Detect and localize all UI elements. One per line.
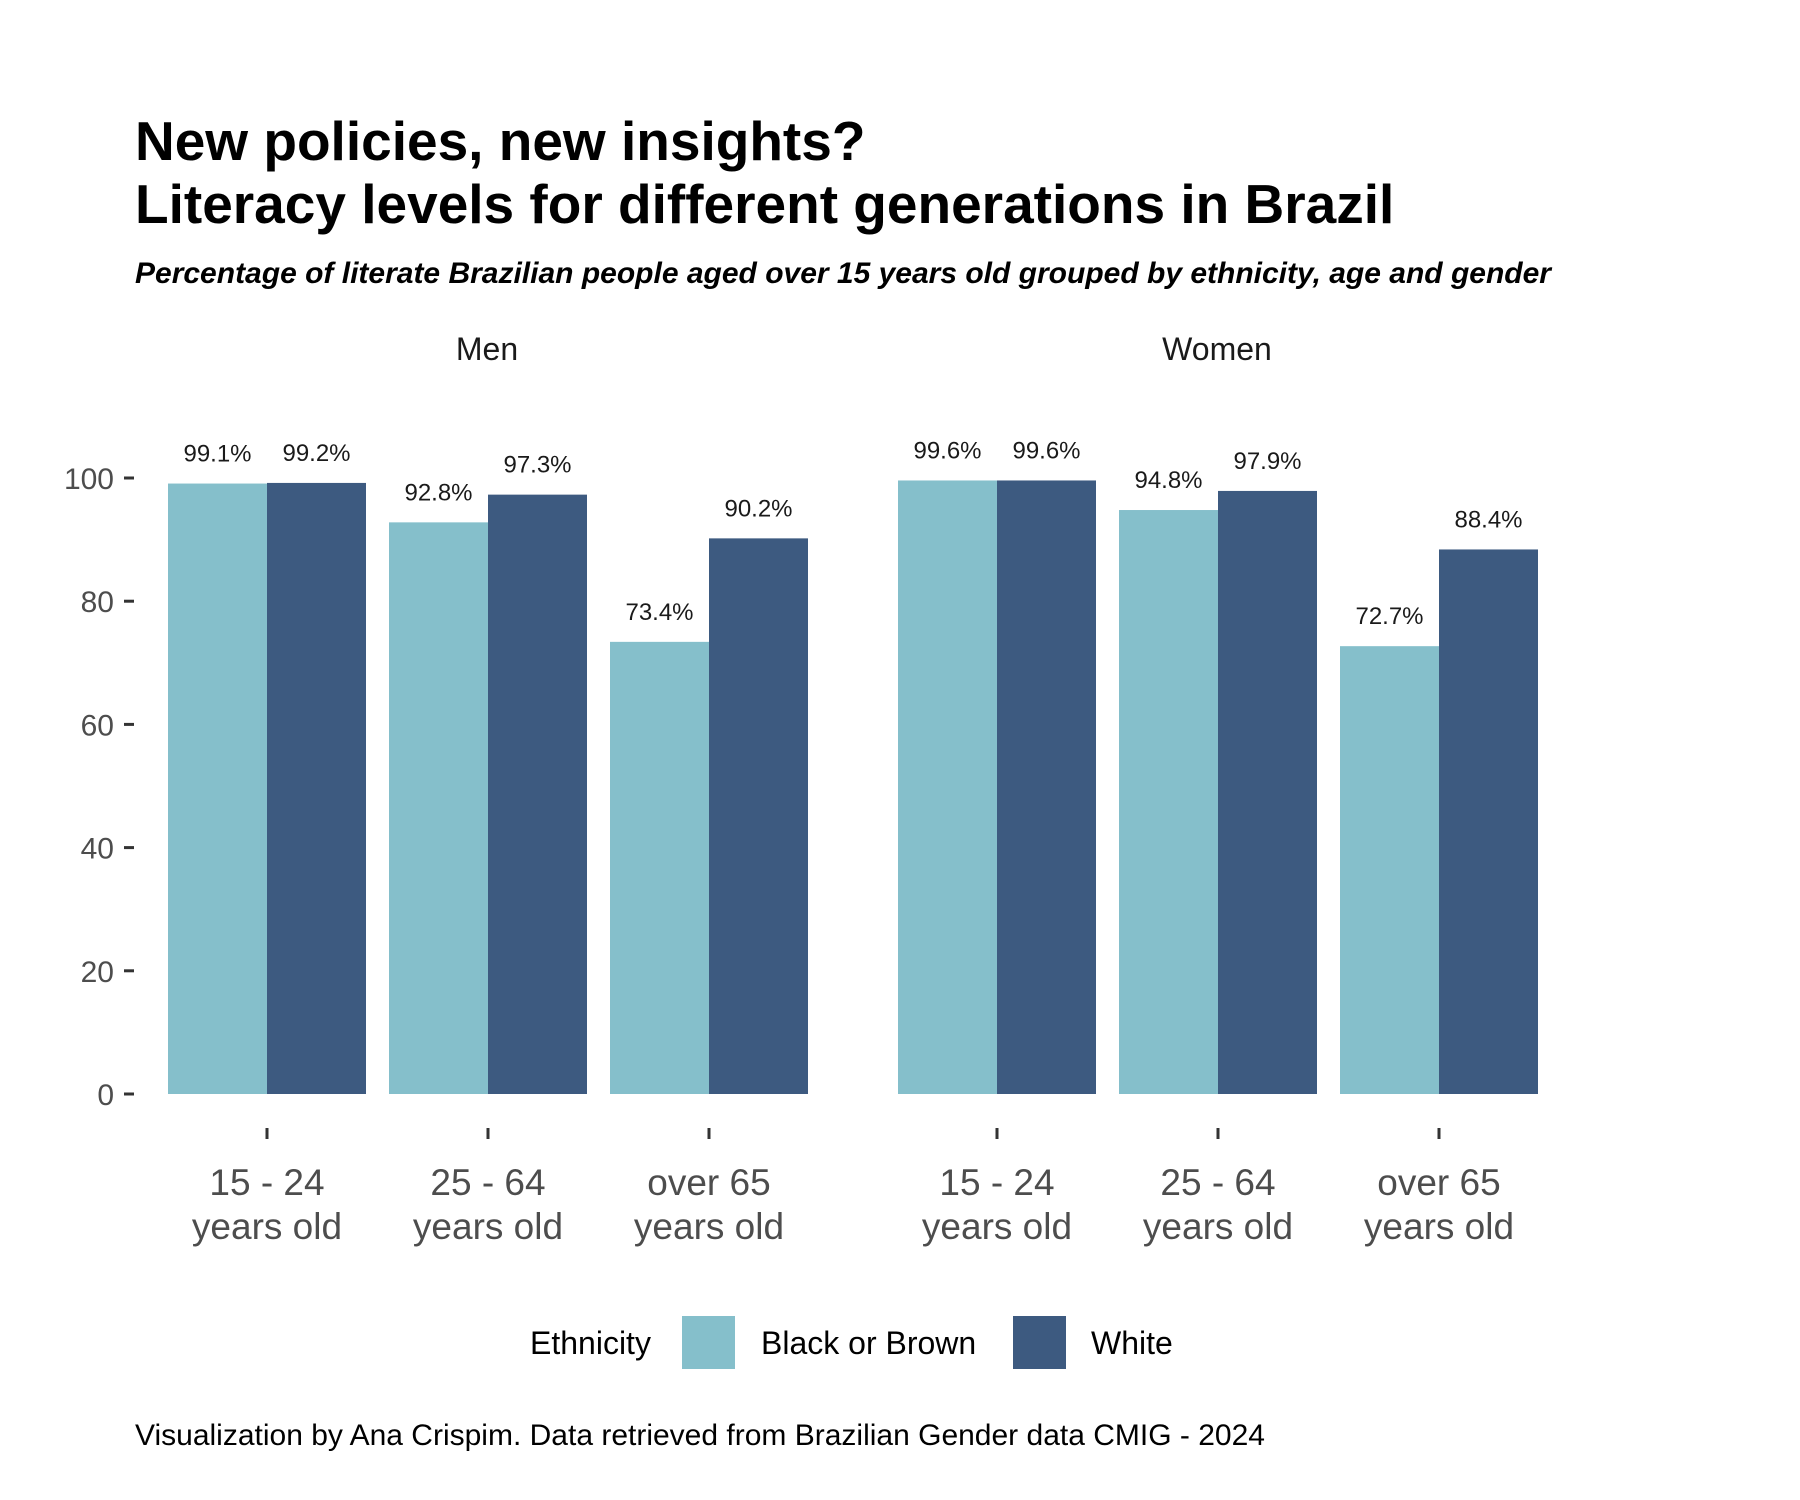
- bar-women-white-15-24: [997, 480, 1096, 1094]
- bar-women-white-over-65: [1439, 549, 1538, 1094]
- bar-men-black-or-brown-25-64: [389, 522, 488, 1094]
- facet-label-women: Women: [1162, 331, 1272, 367]
- y-tick-label-100: 100: [64, 463, 114, 496]
- bar-men-black-or-brown-over-65: [610, 641, 709, 1094]
- y-tick-label-60: 60: [81, 709, 114, 742]
- data-label-men-white-15-24: 99.2%: [282, 440, 350, 467]
- legend-key-black-or-brown: [682, 1316, 735, 1369]
- x-tick-label-men-15-24: 15 - 24 years old: [192, 1162, 342, 1247]
- legend-label-black-or-brown: Black or Brown: [761, 1325, 976, 1361]
- data-label-men-black-or-brown-25-64: 92.8%: [404, 479, 472, 506]
- facet-label-men: Men: [456, 331, 518, 367]
- bar-women-black-or-brown-15-24: [898, 480, 997, 1094]
- data-label-women-white-over-65: 88.4%: [1454, 506, 1522, 533]
- y-tick-label-40: 40: [81, 833, 114, 866]
- data-label-women-black-or-brown-25-64: 94.8%: [1134, 467, 1202, 494]
- data-label-men-white-over-65: 90.2%: [724, 495, 792, 522]
- legend-label-white: White: [1091, 1325, 1173, 1361]
- bar-women-black-or-brown-over-65: [1340, 646, 1439, 1094]
- caption: Visualization by Ana Crispim. Data retri…: [135, 1419, 1265, 1452]
- bar-men-white-over-65: [709, 538, 808, 1094]
- data-label-men-black-or-brown-15-24: 99.1%: [183, 441, 251, 468]
- y-tick-label-20: 20: [81, 956, 114, 989]
- x-tick-label-women-25-64: 25 - 64 years old: [1143, 1162, 1293, 1247]
- chart-subtitle: Percentage of literate Brazilian people …: [135, 257, 1553, 290]
- bar-men-white-15-24: [267, 482, 366, 1095]
- data-label-women-white-25-64: 97.9%: [1233, 448, 1301, 475]
- x-tick-label-women-over-65: over 65 years old: [1364, 1162, 1514, 1247]
- data-label-women-black-or-brown-over-65: 72.7%: [1355, 603, 1423, 630]
- bar-women-white-25-64: [1218, 490, 1317, 1094]
- chart-title-line-1: New policies, new insights?: [135, 110, 865, 172]
- x-tick-label-men-25-64: 25 - 64 years old: [413, 1162, 563, 1247]
- legend: Ethnicity Black or Brown White: [530, 1316, 1173, 1369]
- chart-title-line-2: Literacy levels for different generation…: [135, 173, 1394, 235]
- bar-men-white-25-64: [488, 494, 587, 1095]
- legend-key-white: [1013, 1316, 1066, 1369]
- data-label-women-white-15-24: 99.6%: [1012, 437, 1080, 464]
- data-label-men-white-25-64: 97.3%: [503, 452, 571, 479]
- y-tick-label-80: 80: [81, 586, 114, 619]
- x-tick-label-men-over-65: over 65 years old: [634, 1162, 784, 1247]
- plot-area: 0 20 40 60 80 100 Men 99.1% 99.2% 15 - 24 years ol…: [64, 331, 1538, 1247]
- data-label-women-black-or-brown-15-24: 99.6%: [913, 437, 981, 464]
- legend-title: Ethnicity: [530, 1325, 651, 1361]
- y-tick-label-0: 0: [97, 1079, 114, 1112]
- bar-women-black-or-brown-25-64: [1119, 510, 1218, 1095]
- data-label-men-black-or-brown-over-65: 73.4%: [625, 599, 693, 626]
- x-tick-label-women-15-24: 15 - 24 years old: [922, 1162, 1072, 1247]
- bar-men-black-or-brown-15-24: [168, 483, 267, 1094]
